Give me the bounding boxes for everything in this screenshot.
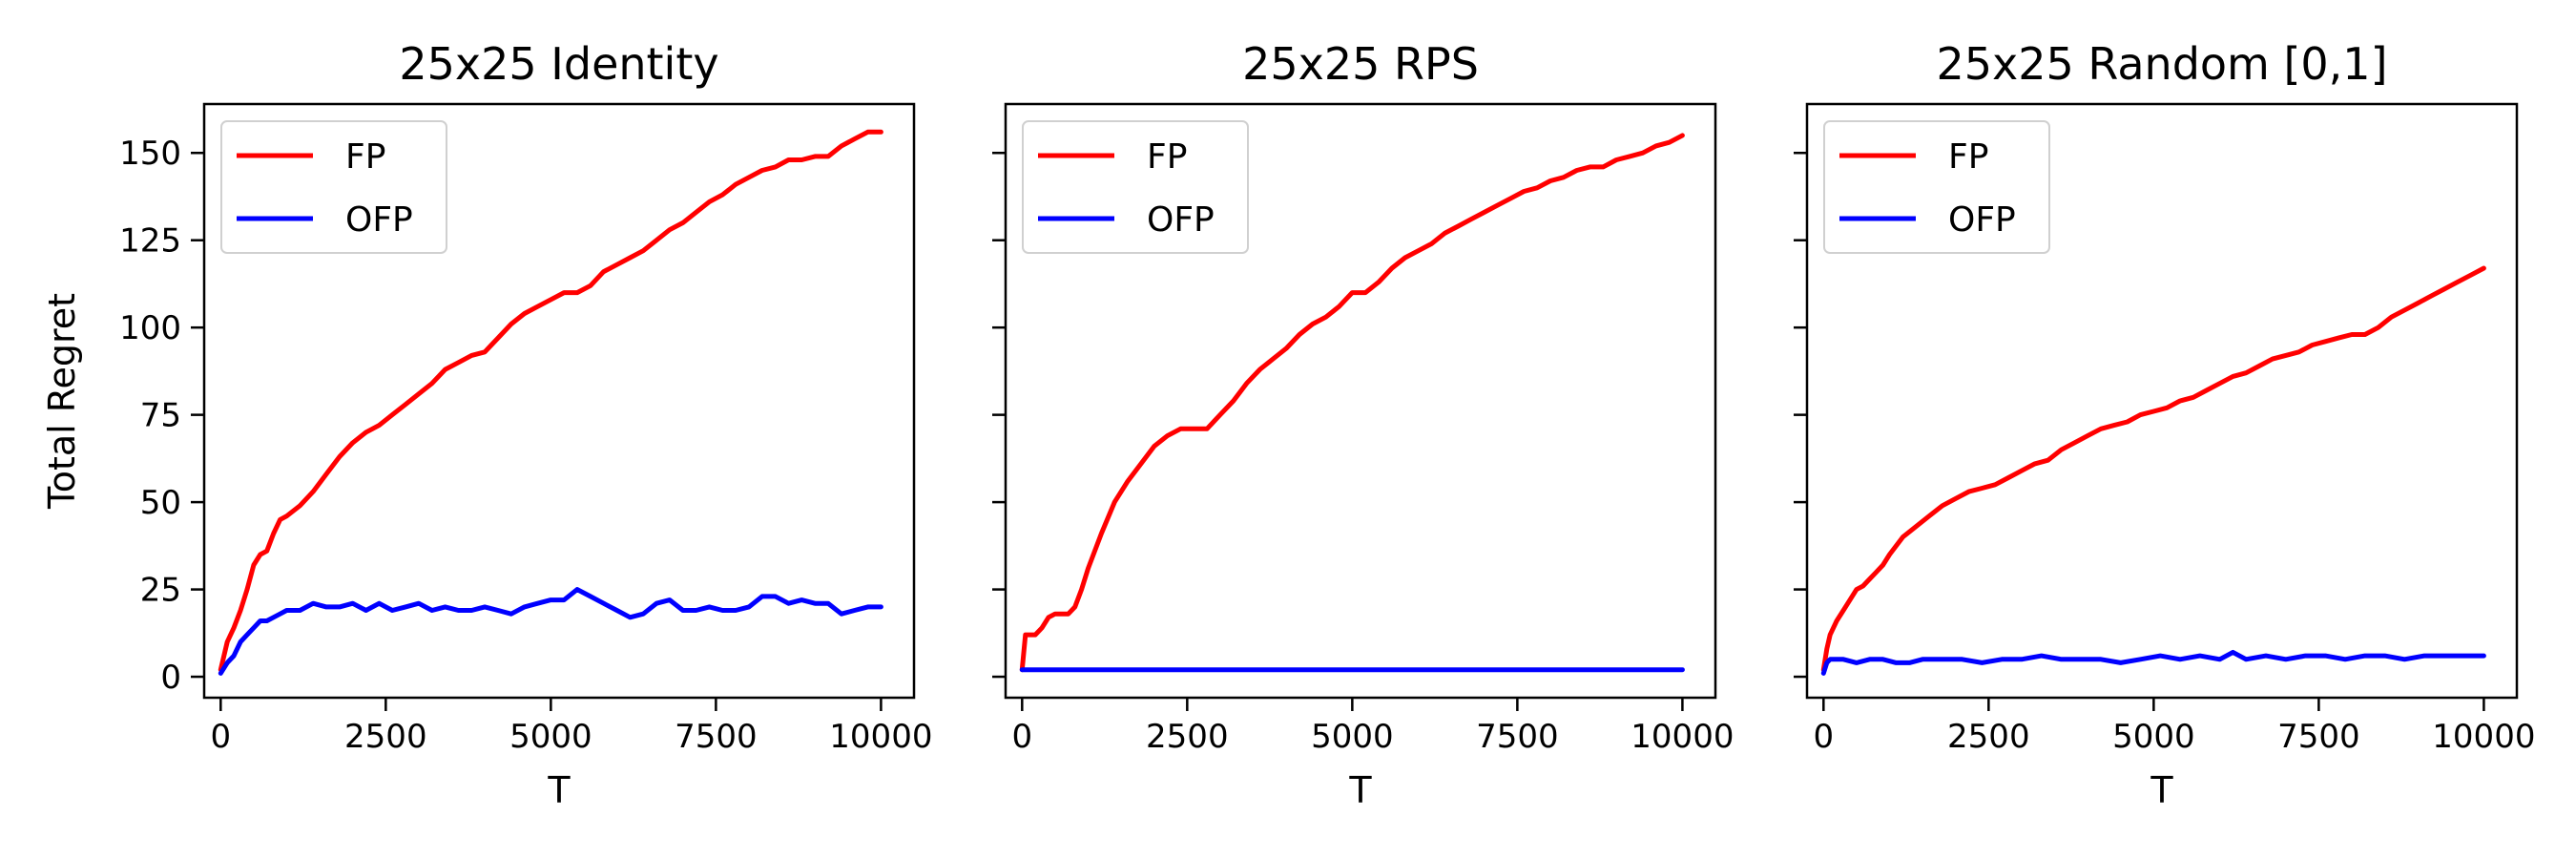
legend-label-fp: FP — [1147, 137, 1187, 177]
y-axis-label: Total Regret — [41, 293, 83, 510]
series-group — [1019, 133, 1685, 673]
x-tick-label: 10000 — [2432, 718, 2535, 756]
x-tick-label: 10000 — [829, 718, 932, 756]
legend: FP OFP — [220, 120, 447, 254]
legend: FP OFP — [1823, 120, 2050, 254]
chart-title: 25x25 RPS — [1242, 38, 1479, 90]
chart-title: 25x25 Random [0,1] — [1936, 38, 2387, 90]
chart-panel-1: 25x25 Identity 0 2500 5000 7500 10000 0 25 50 75 1… — [41, 38, 932, 811]
legend-label-fp: FP — [1948, 137, 1988, 177]
x-tick-label: 2500 — [1947, 718, 2030, 756]
axes-frame — [202, 102, 916, 700]
y-tick-label: 100 — [119, 309, 181, 347]
x-tick-label: 2500 — [344, 718, 427, 756]
x-tick-label: 10000 — [1631, 718, 1734, 756]
x-axis-label: T — [547, 769, 571, 811]
chart-panel-2: 25x25 RPS 0 2500 5000 7500 10000 T FP OFP — [992, 38, 1734, 811]
legend-label-ofp: OFP — [1948, 200, 2016, 240]
y-tick-label: 150 — [119, 135, 181, 173]
x-tick-label: 0 — [1011, 718, 1032, 756]
axes-frame — [1805, 102, 2519, 700]
x-tick-label: 0 — [1813, 718, 1834, 756]
series-line-ofp — [1820, 649, 2486, 676]
x-tick-label: 5000 — [2112, 718, 2195, 756]
series-line-fp — [218, 129, 883, 673]
y-tick-label: 50 — [140, 484, 181, 522]
y-tick-label: 0 — [160, 659, 181, 697]
x-tick-label: 5000 — [1311, 718, 1394, 756]
x-tick-label: 2500 — [1146, 718, 1229, 756]
axes-frame — [1004, 102, 1717, 700]
legend-label-ofp: OFP — [345, 200, 413, 240]
chart-title: 25x25 Identity — [399, 38, 718, 90]
chart-panel-3: 25x25 Random [0,1] 0 2500 5000 7500 10000 T FP O… — [1794, 38, 2535, 811]
y-tick-label: 25 — [140, 572, 181, 610]
x-tick-label: 7500 — [675, 718, 758, 756]
legend-label-fp: FP — [345, 137, 385, 177]
x-tick-label: 7500 — [2277, 718, 2360, 756]
x-tick-label: 5000 — [509, 718, 592, 756]
y-tick-label: 125 — [119, 222, 181, 261]
x-tick-label: 0 — [210, 718, 231, 756]
legend-label-ofp: OFP — [1147, 200, 1215, 240]
x-tick-label: 7500 — [1476, 718, 1559, 756]
series-line-fp — [1820, 265, 2486, 673]
series-group — [1820, 265, 2486, 676]
x-axis-label: T — [2150, 769, 2173, 811]
y-tick-label: 75 — [140, 397, 181, 435]
x-axis-label: T — [1348, 769, 1372, 811]
legend: FP OFP — [1022, 120, 1249, 254]
series-line-fp — [1019, 133, 1685, 673]
series-group — [218, 129, 883, 676]
series-line-ofp — [218, 587, 883, 676]
